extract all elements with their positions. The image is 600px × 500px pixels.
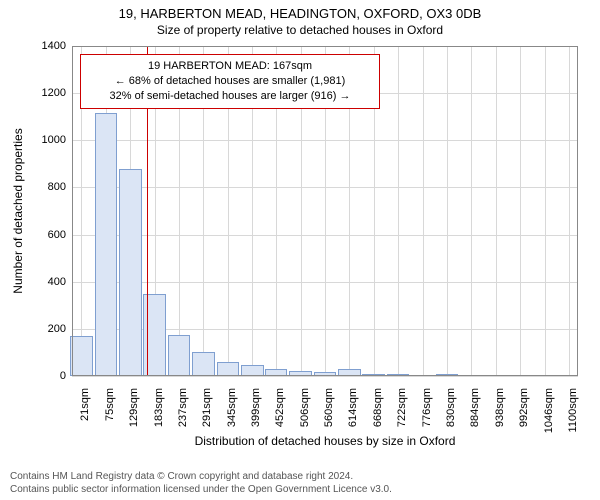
histogram-bar	[314, 372, 337, 376]
histogram-bar	[289, 371, 312, 376]
grid-line-vertical	[496, 46, 497, 376]
y-tick-label: 600	[0, 229, 66, 241]
x-tick-label: 183sqm	[153, 388, 165, 427]
grid-line-vertical	[447, 46, 448, 376]
x-tick-label: 237sqm	[177, 388, 189, 427]
x-tick-label: 938sqm	[494, 388, 506, 427]
x-tick-label: 992sqm	[518, 388, 530, 427]
x-tick-label: 668sqm	[372, 388, 384, 427]
annotation-line: 32% of semi-detached houses are larger (…	[89, 89, 371, 104]
histogram-bar	[217, 362, 240, 376]
histogram-bar	[168, 335, 191, 376]
grid-line-vertical	[471, 46, 472, 376]
x-tick-label: 884sqm	[469, 388, 481, 427]
annotation-line: 19 HARBERTON MEAD: 167sqm	[89, 59, 371, 74]
x-tick-label: 722sqm	[396, 388, 408, 427]
y-tick-label: 1400	[0, 40, 66, 52]
x-tick-label: 291sqm	[201, 388, 213, 427]
histogram-bar	[338, 369, 361, 376]
footer-line-1: Contains HM Land Registry data © Crown c…	[10, 470, 392, 483]
footer-attribution: Contains HM Land Registry data © Crown c…	[10, 470, 392, 496]
x-tick-label: 560sqm	[323, 388, 335, 427]
x-tick-label: 21sqm	[79, 388, 91, 421]
annotation-line: ← 68% of detached houses are smaller (1,…	[89, 74, 371, 89]
footer-line-2: Contains public sector information licen…	[10, 483, 392, 496]
histogram-bar	[436, 374, 459, 376]
y-tick-label: 400	[0, 276, 66, 288]
histogram-bar	[119, 169, 142, 376]
grid-line-vertical	[545, 46, 546, 376]
y-tick-label: 800	[0, 181, 66, 193]
page-title: 19, HARBERTON MEAD, HEADINGTON, OXFORD, …	[0, 0, 600, 21]
histogram-bar	[70, 336, 93, 376]
y-tick-label: 0	[0, 370, 66, 382]
page-subtitle: Size of property relative to detached ho…	[0, 21, 600, 37]
x-axis-label: Distribution of detached houses by size …	[195, 434, 456, 448]
grid-line-horizontal	[72, 376, 578, 377]
histogram-bar	[241, 365, 264, 376]
histogram-bar	[192, 352, 215, 376]
x-tick-label: 1046sqm	[543, 388, 555, 433]
x-tick-label: 830sqm	[445, 388, 457, 427]
grid-line-vertical	[398, 46, 399, 376]
x-tick-label: 506sqm	[299, 388, 311, 427]
x-tick-label: 1100sqm	[567, 388, 579, 432]
x-tick-label: 129sqm	[128, 388, 140, 427]
annotation-box: 19 HARBERTON MEAD: 167sqm← 68% of detach…	[80, 54, 380, 109]
grid-line-vertical	[423, 46, 424, 376]
y-tick-label: 200	[0, 323, 66, 335]
histogram-bar	[387, 374, 410, 376]
grid-line-vertical	[569, 46, 570, 376]
y-tick-label: 1000	[0, 134, 66, 146]
histogram-bar	[362, 374, 385, 376]
x-tick-label: 776sqm	[421, 388, 433, 427]
y-tick-label: 1200	[0, 87, 66, 99]
grid-line-vertical	[520, 46, 521, 376]
x-tick-label: 452sqm	[274, 388, 286, 427]
histogram-bar	[95, 113, 118, 376]
histogram-bar	[265, 369, 288, 376]
y-axis-label: Number of detached properties	[11, 128, 25, 293]
x-tick-label: 345sqm	[226, 388, 238, 427]
x-tick-label: 75sqm	[104, 388, 116, 421]
x-tick-label: 614sqm	[347, 388, 359, 427]
x-tick-label: 399sqm	[250, 388, 262, 427]
